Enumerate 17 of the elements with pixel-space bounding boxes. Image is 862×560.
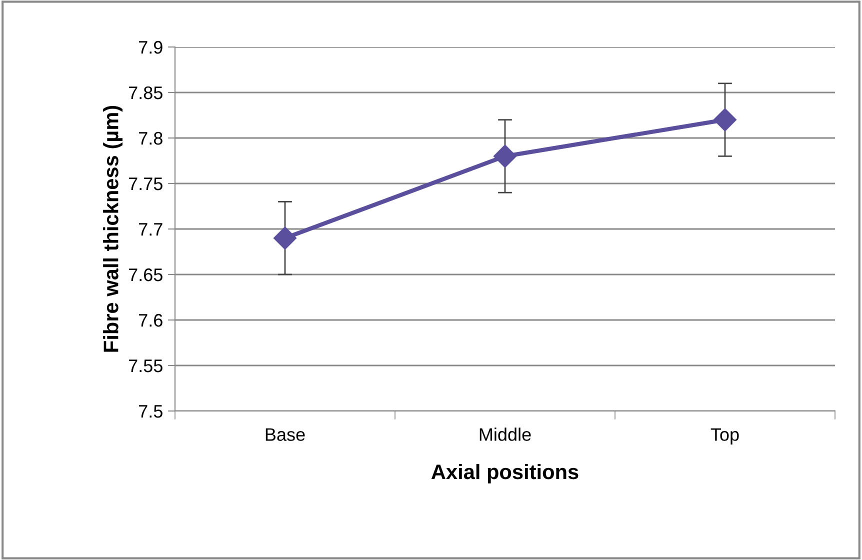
y-tick-label: 7.9	[139, 40, 162, 54]
y-tick-label: 7.5	[139, 405, 162, 418]
point	[714, 108, 736, 132]
x-axis-title: Axial positions	[431, 464, 578, 484]
point	[494, 144, 516, 168]
x-tick-label: Middle	[480, 428, 531, 441]
x-tick-label: Top	[710, 428, 739, 444]
x-tick-label: Base	[266, 428, 305, 441]
y-axis-title: Fibre wall thickness (µm)	[103, 106, 122, 352]
point	[274, 226, 296, 250]
y-tick-label: 7.55	[128, 360, 162, 372]
y-tick-label: 7.65	[128, 268, 162, 282]
y-tick-label: 7.8	[139, 132, 162, 145]
y-tick-label: 7.7	[139, 223, 162, 236]
y-tick-label: 7.85	[128, 86, 162, 100]
y-tick-label: 7.6	[139, 314, 162, 327]
y-tick-label: 7.75	[128, 178, 162, 190]
